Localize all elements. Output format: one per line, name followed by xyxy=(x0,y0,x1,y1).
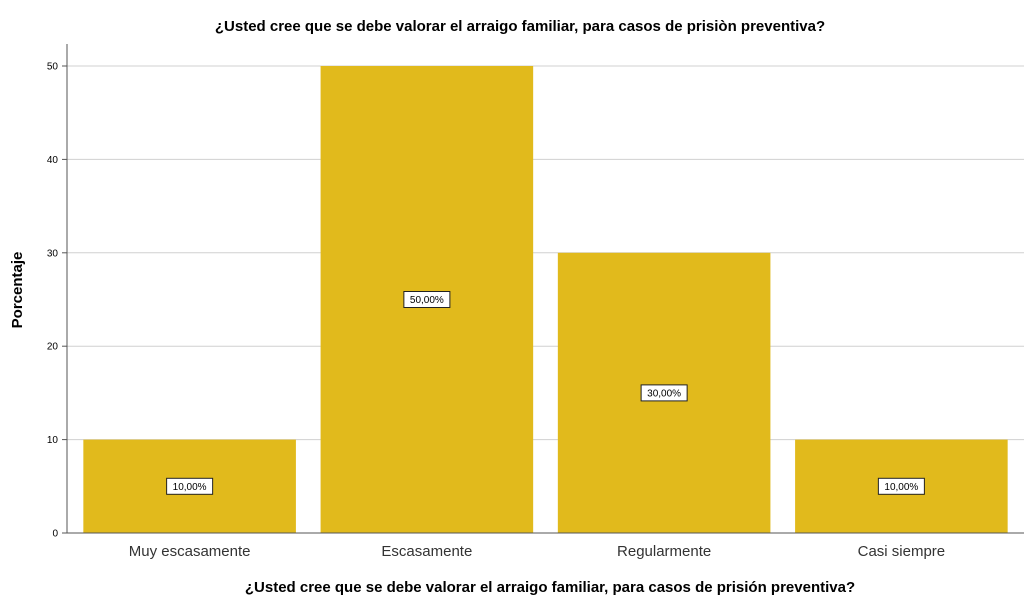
data-label-box xyxy=(403,291,451,308)
y-tick-label: 40 xyxy=(47,155,59,166)
data-labels: Muy escasamente 10,00% Escasamente 50,00% Re… xyxy=(129,291,946,560)
gridlines xyxy=(67,65,1024,441)
x-tick-label: Escasamente xyxy=(381,543,472,560)
data-label: 10,00% xyxy=(173,482,207,493)
x-tick-label: Regularmente xyxy=(617,543,711,560)
data-label-box xyxy=(877,477,925,495)
y-tick-label: 50 xyxy=(47,62,59,73)
y-axis-title: Porcentaje xyxy=(9,252,26,329)
data-label-box xyxy=(640,384,688,402)
data-label: 50,00% xyxy=(410,295,444,306)
y-tick-label: 10 xyxy=(47,435,59,446)
chart-title: ¿Usted cree que se debe valorar el arrai… xyxy=(215,18,825,35)
y-tick-label: 20 xyxy=(47,342,59,353)
x-tick-label: Casi siempre xyxy=(858,543,946,560)
data-label: 30,00% xyxy=(647,388,681,399)
axes: 0 10 20 30 40 50 xyxy=(47,44,1024,540)
y-tick-label: 0 xyxy=(52,529,58,540)
bars xyxy=(83,66,1008,534)
y-tick-label: 30 xyxy=(47,248,59,259)
data-label: 10,00% xyxy=(884,482,918,493)
data-label-box xyxy=(166,477,214,495)
x-axis-title: ¿Usted cree que se debe valorar el arrai… xyxy=(245,579,855,596)
x-tick-label: Muy escasamente xyxy=(129,543,251,560)
